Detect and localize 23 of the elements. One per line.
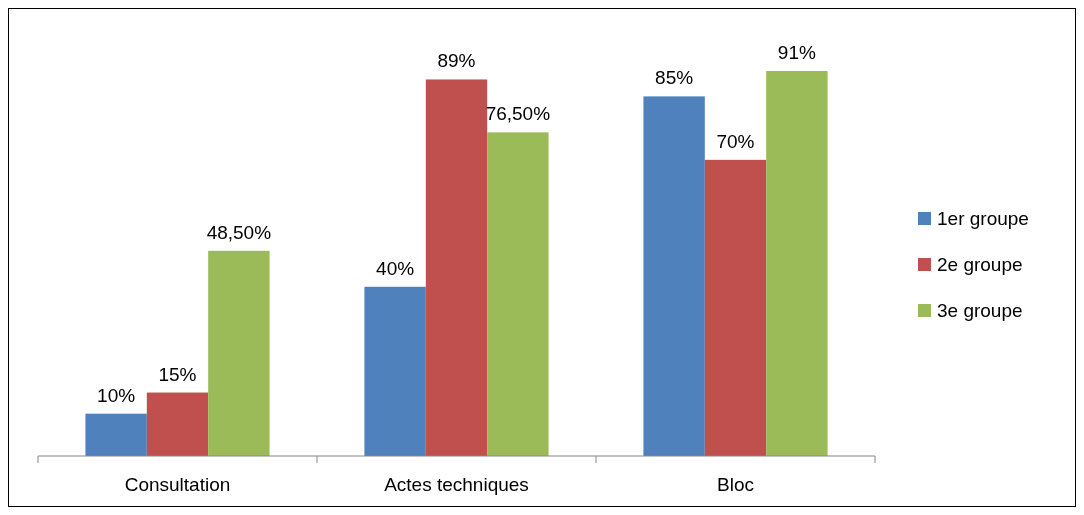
legend-label: 1er groupe xyxy=(937,208,1029,229)
legend-label: 3e groupe xyxy=(937,300,1023,321)
data-label: 40% xyxy=(376,257,415,279)
x-tick-label: Consultation xyxy=(124,474,231,495)
bar xyxy=(704,159,767,456)
x-tick-label: Bloc xyxy=(717,474,754,495)
bar xyxy=(85,413,147,456)
bar xyxy=(766,71,828,456)
bar xyxy=(146,392,209,456)
bar xyxy=(208,250,270,456)
bar xyxy=(487,132,549,456)
data-label: 48,50% xyxy=(206,221,272,243)
bar xyxy=(643,96,705,456)
data-label: 89% xyxy=(437,50,476,72)
data-label: 10% xyxy=(97,384,136,406)
data-label: 85% xyxy=(655,67,694,89)
data-label: 15% xyxy=(158,363,197,385)
x-tick-label: Actes techniques xyxy=(384,474,529,495)
legend-label: 2e groupe xyxy=(937,254,1023,275)
bar xyxy=(364,286,426,456)
data-label: 91% xyxy=(777,42,816,63)
data-label: 70% xyxy=(716,130,755,152)
bar xyxy=(425,79,488,456)
